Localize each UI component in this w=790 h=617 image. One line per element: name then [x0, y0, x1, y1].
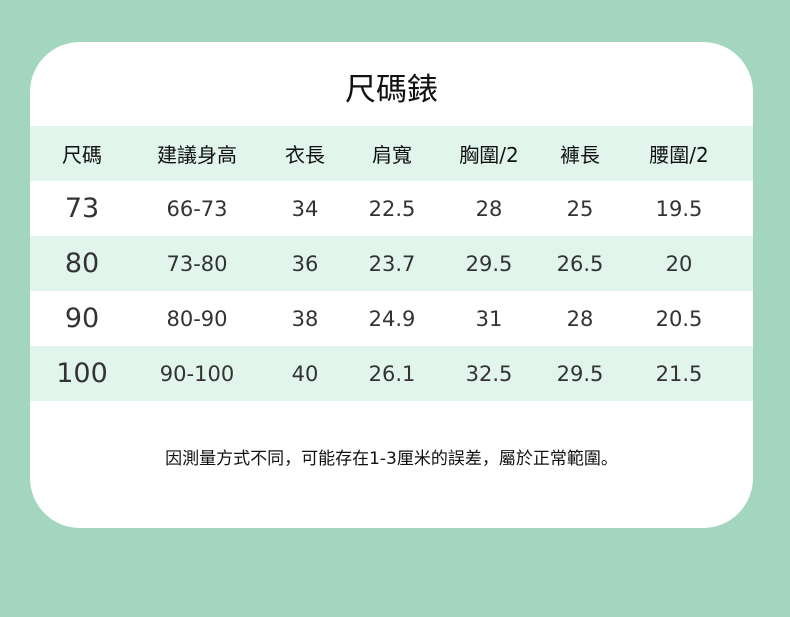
- table-cell: 80: [64, 248, 100, 279]
- column-header: 褲長: [560, 143, 600, 167]
- table-cell: 31: [475, 306, 503, 331]
- table-cell: 28: [475, 196, 503, 221]
- column-header: 尺碼: [62, 143, 102, 167]
- table-cell: 40: [291, 361, 319, 386]
- table-cell: 73-80: [166, 251, 228, 276]
- table-cell: 29.5: [556, 361, 604, 386]
- table-cell: 100: [56, 358, 108, 389]
- table-cell: 32.5: [465, 361, 513, 386]
- table-cell: 19.5: [655, 196, 703, 221]
- table-cell: 23.7: [368, 251, 416, 276]
- table-cell: 24.9: [368, 306, 416, 331]
- table-cell: 73: [64, 193, 100, 224]
- table-cell: 66-73: [166, 196, 228, 221]
- column-header: 胸圍/2: [459, 143, 519, 167]
- table-cell: 21.5: [655, 361, 703, 386]
- table-cell: 80-90: [166, 306, 228, 331]
- table-row: 80 73-80 36 23.7 29.5 26.5 20: [30, 236, 753, 291]
- column-header: 腰圍/2: [649, 143, 709, 167]
- column-header: 建議身高: [157, 143, 237, 167]
- table-cell: 90: [64, 303, 100, 334]
- column-header: 肩寬: [372, 143, 412, 167]
- table-cell: 25: [566, 196, 594, 221]
- measurement-note: 因測量方式不同，可能存在1-3厘米的誤差，屬於正常範圍。: [165, 449, 618, 469]
- table-row: 73 66-73 34 22.5 28 25 19.5: [30, 181, 753, 236]
- page-title: 尺碼錶: [345, 72, 438, 108]
- table-cell: 29.5: [465, 251, 513, 276]
- table-cell: 26.1: [368, 361, 416, 386]
- table-cell: 34: [291, 196, 319, 221]
- table-cell: 20: [665, 251, 693, 276]
- table-cell: 28: [566, 306, 594, 331]
- table-cell: 22.5: [368, 196, 416, 221]
- table-header-row: 尺碼 建議身高 衣長 肩寬 胸圍/2 褲長 腰圍/2: [30, 126, 753, 181]
- table-cell: 26.5: [556, 251, 604, 276]
- table-cell: 38: [291, 306, 319, 331]
- table-cell: 36: [291, 251, 319, 276]
- column-header: 衣長: [285, 143, 325, 167]
- size-chart-card: 尺碼錶 尺碼 建議身高 衣長 肩寬 胸圍/2 褲長 腰圍/2 73 66-73 34 22.5 28 2…: [30, 42, 753, 528]
- table-cell: 90-100: [159, 361, 235, 386]
- table-cell: 20.5: [655, 306, 703, 331]
- table-row: 90 80-90 38 24.9 31 28 20.5: [30, 291, 753, 346]
- table-row: 100 90-100 40 26.1 32.5 29.5 21.5: [30, 346, 753, 401]
